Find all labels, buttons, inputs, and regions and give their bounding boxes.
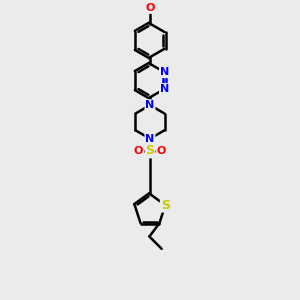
Text: S: S bbox=[161, 199, 170, 212]
Text: O: O bbox=[157, 146, 166, 156]
Text: N: N bbox=[160, 84, 169, 94]
Text: O: O bbox=[134, 146, 143, 156]
Text: N: N bbox=[160, 67, 169, 77]
Text: N: N bbox=[146, 134, 154, 144]
Text: S: S bbox=[146, 144, 154, 158]
Text: N: N bbox=[146, 100, 154, 110]
Text: O: O bbox=[145, 3, 155, 13]
